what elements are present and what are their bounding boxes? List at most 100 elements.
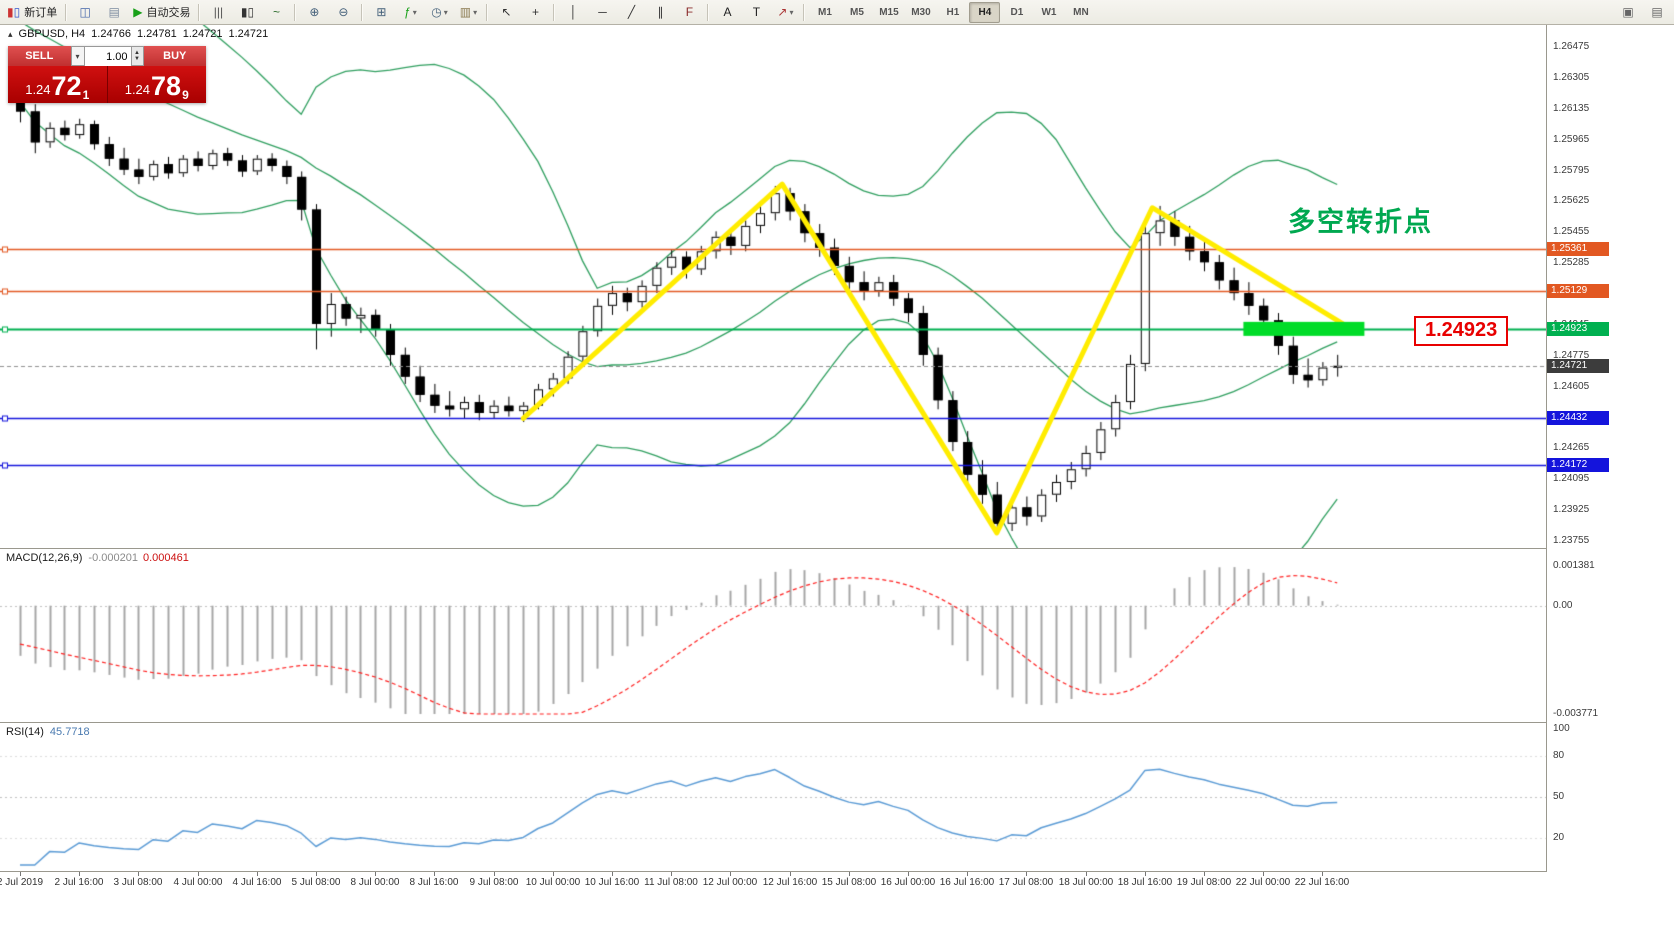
timeframe-m30-button[interactable]: M30 — [911, 6, 931, 18]
indicators-button[interactable]: ƒ ▾ — [396, 1, 424, 23]
time-axis-label: 4 Jul 16:00 — [232, 877, 282, 888]
chevron-down-icon[interactable]: ▾ — [789, 7, 794, 17]
time-axis-tick — [316, 872, 317, 876]
horizontal-line-button[interactable]: ─ — [588, 1, 616, 23]
timeframe-mn-button[interactable]: MN — [1073, 6, 1089, 18]
toolbar-separator — [65, 3, 68, 21]
time-axis-tick — [790, 872, 791, 876]
macd-header: MACD(12,26,9) -0.000201 0.000461 — [6, 552, 189, 564]
rsi-header: RSI(14) 45.7718 — [6, 726, 90, 738]
pane-divider[interactable] — [0, 548, 1674, 549]
turning-point-annotation[interactable]: 多空转折点 — [1288, 207, 1433, 237]
chevron-down-icon[interactable]: ▾ — [412, 7, 417, 17]
volume-dropdown[interactable]: ▾ — [70, 46, 85, 66]
price-axis-label: 1.23755 — [1553, 535, 1590, 546]
close-value: 1.24721 — [228, 28, 269, 40]
timeframe-h1-button[interactable]: H1 — [946, 6, 960, 18]
profiles-button[interactable]: ▤ — [100, 1, 128, 23]
timeframe-d1-button[interactable]: D1 — [1010, 6, 1024, 18]
auto-scroll-button[interactable]: ▤ — [1643, 1, 1671, 23]
volume-input[interactable] — [84, 48, 131, 66]
new-order-label: 新订单 — [24, 7, 58, 19]
price-axis-label: 0.00 — [1553, 599, 1573, 611]
timeframe-m1-button[interactable]: M1 — [818, 6, 832, 18]
line-chart-button[interactable]: ~ — [262, 1, 290, 23]
one-click-toggle[interactable]: ▴ — [8, 28, 13, 39]
candlestick-chart-button[interactable]: ▮ ▯ — [233, 1, 261, 23]
price-axis-label: 1.26305 — [1553, 71, 1590, 83]
timeframe-m5-button[interactable]: M5 — [850, 6, 864, 18]
price-axis-label: 1.24095 — [1553, 473, 1590, 485]
auto-trading-button[interactable]: ▶ 自动交易 — [129, 1, 194, 23]
rsi-value: 45.7718 — [49, 726, 90, 738]
toolbar-separator — [294, 3, 297, 21]
crosshair-button[interactable]: + — [521, 1, 549, 23]
time-axis-label: 12 Jul 16:00 — [762, 877, 818, 888]
time-axis[interactable]: 2 Jul 2019 2 Jul 16:00 3 Jul 08:00 4 Jul 00… — [0, 872, 1546, 891]
charts-window-button[interactable]: ◫ — [71, 1, 99, 23]
tile-windows-button[interactable]: ⊞ — [367, 1, 395, 23]
text-button[interactable]: A — [713, 1, 741, 23]
chevron-down-icon[interactable]: ▾ — [443, 7, 448, 17]
chart-shift-button[interactable]: ▣ — [1614, 1, 1642, 23]
bar-chart-button[interactable]: ||| — [204, 1, 232, 23]
time-axis-label: 8 Jul 16:00 — [409, 877, 459, 888]
buy-price-big: 78 — [151, 71, 182, 101]
rsi-indicator-pane[interactable] — [0, 723, 1546, 871]
profiles-icon: ▤ — [108, 5, 120, 19]
chevron-down-icon[interactable]: ▾ — [473, 7, 478, 17]
price-tag: 1.25129 — [1547, 284, 1609, 299]
time-axis-label: 18 Jul 16:00 — [1117, 877, 1173, 888]
time-axis-label: 11 Jul 08:00 — [644, 877, 698, 888]
sell-price-button[interactable]: 1.24 72 1 — [8, 66, 107, 103]
fibonacci-button[interactable]: F — [675, 1, 703, 23]
timeframe-m15-button[interactable]: M15 — [879, 6, 899, 18]
time-axis-tick — [20, 872, 21, 876]
vertical-line-button[interactable]: │ — [559, 1, 587, 23]
time-axis-tick — [967, 872, 968, 876]
price-chart[interactable] — [0, 25, 1546, 548]
text-label-button[interactable]: T — [742, 1, 770, 23]
macd-indicator-pane[interactable] — [0, 549, 1546, 722]
timeframe-h4-button[interactable]: H4 — [969, 1, 1001, 23]
price-axis-label: 1.24265 — [1553, 442, 1590, 454]
channel-button[interactable]: ∥ — [646, 1, 674, 23]
zoom-in-button[interactable]: ⊕ — [300, 1, 328, 23]
auto-scroll-icon: ▤ — [1651, 5, 1663, 19]
price-axis-label: 1.25285 — [1553, 257, 1590, 269]
time-axis-tick — [494, 872, 495, 876]
buy-price-pip: 9 — [182, 88, 189, 102]
candlestick-chart-icon: ▯ — [247, 5, 255, 19]
periods-button[interactable]: ◷ ▾ — [425, 1, 453, 23]
templates-button[interactable]: ▥ ▾ — [454, 1, 482, 23]
sell-price-prefix: 1.24 — [25, 82, 51, 97]
price-axis-label: 1.25795 — [1553, 164, 1590, 176]
price-callout-label[interactable]: 1.24923 — [1414, 316, 1509, 346]
volume-stepper[interactable]: ▲ ▼ — [130, 46, 144, 66]
charts-window-icon: ◫ — [79, 5, 91, 19]
macd-main-value: -0.000201 — [88, 552, 138, 564]
price-tag: 1.24923 — [1547, 321, 1609, 336]
pane-divider[interactable] — [0, 722, 1674, 723]
volume-down-icon[interactable]: ▼ — [134, 56, 140, 62]
trendline-button[interactable]: ╱ — [617, 1, 645, 23]
auto-trading-label: 自动交易 — [146, 7, 191, 19]
new-order-button[interactable]: ▮ ▯ 新订单 — [3, 1, 61, 23]
horizontal-line-icon: ─ — [598, 5, 607, 19]
buy-button[interactable]: BUY — [143, 46, 206, 66]
timeframe-w1-button[interactable]: W1 — [1041, 6, 1057, 18]
time-axis-tick — [79, 872, 80, 876]
periods-icon: ◷ — [431, 5, 442, 19]
price-tag: 1.24721 — [1547, 358, 1609, 373]
cursor-button[interactable]: ↖ — [492, 1, 520, 23]
arrows-button[interactable]: ↗ ▾ — [771, 1, 799, 23]
price-axis-label: 0.001381 — [1553, 560, 1595, 571]
time-axis-tick — [1322, 872, 1323, 876]
price-axis-label: 1.25965 — [1553, 133, 1590, 145]
zoom-out-button[interactable]: ⊖ — [329, 1, 357, 23]
sell-button[interactable]: SELL — [8, 46, 71, 66]
price-axis[interactable]: 1.26475 1.26305 1.26135 1.25965 1.25795 1.256… — [1547, 25, 1674, 872]
volume-up-icon[interactable]: ▲ — [134, 50, 140, 56]
buy-price-button[interactable]: 1.24 78 9 — [107, 66, 206, 103]
